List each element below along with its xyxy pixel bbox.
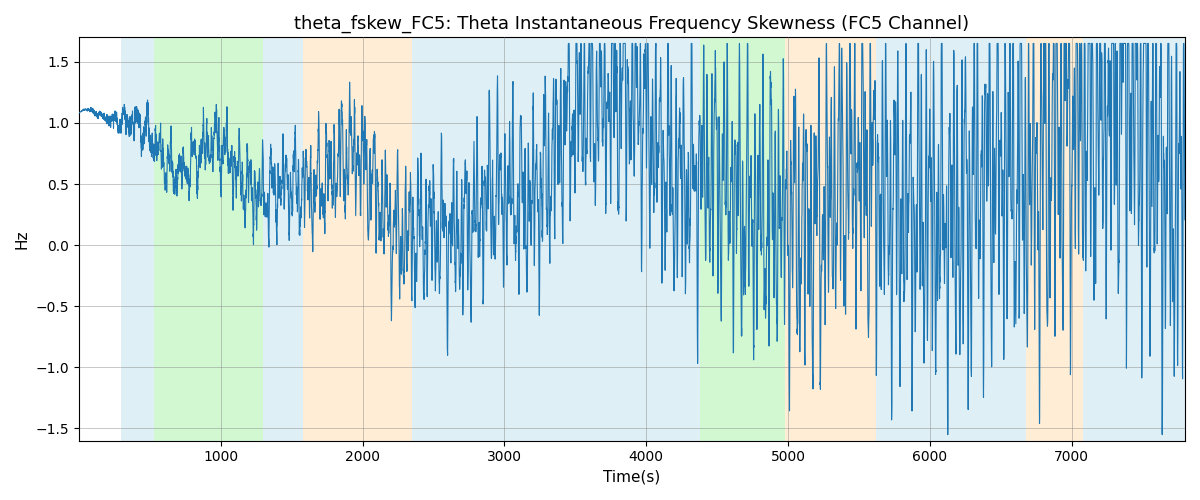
Title: theta_fskew_FC5: Theta Instantaneous Frequency Skewness (FC5 Channel): theta_fskew_FC5: Theta Instantaneous Fre… — [294, 15, 970, 34]
Bar — [700, 38, 785, 440]
Bar — [660, 38, 700, 440]
Bar — [263, 38, 302, 440]
Bar — [121, 38, 154, 440]
Bar — [1082, 38, 1186, 440]
Bar — [876, 38, 1026, 440]
Bar — [154, 38, 263, 440]
Bar — [1026, 38, 1082, 440]
Y-axis label: Hz: Hz — [14, 230, 30, 249]
X-axis label: Time(s): Time(s) — [604, 470, 660, 485]
Bar — [302, 38, 412, 440]
Bar — [785, 38, 876, 440]
Bar — [412, 38, 660, 440]
